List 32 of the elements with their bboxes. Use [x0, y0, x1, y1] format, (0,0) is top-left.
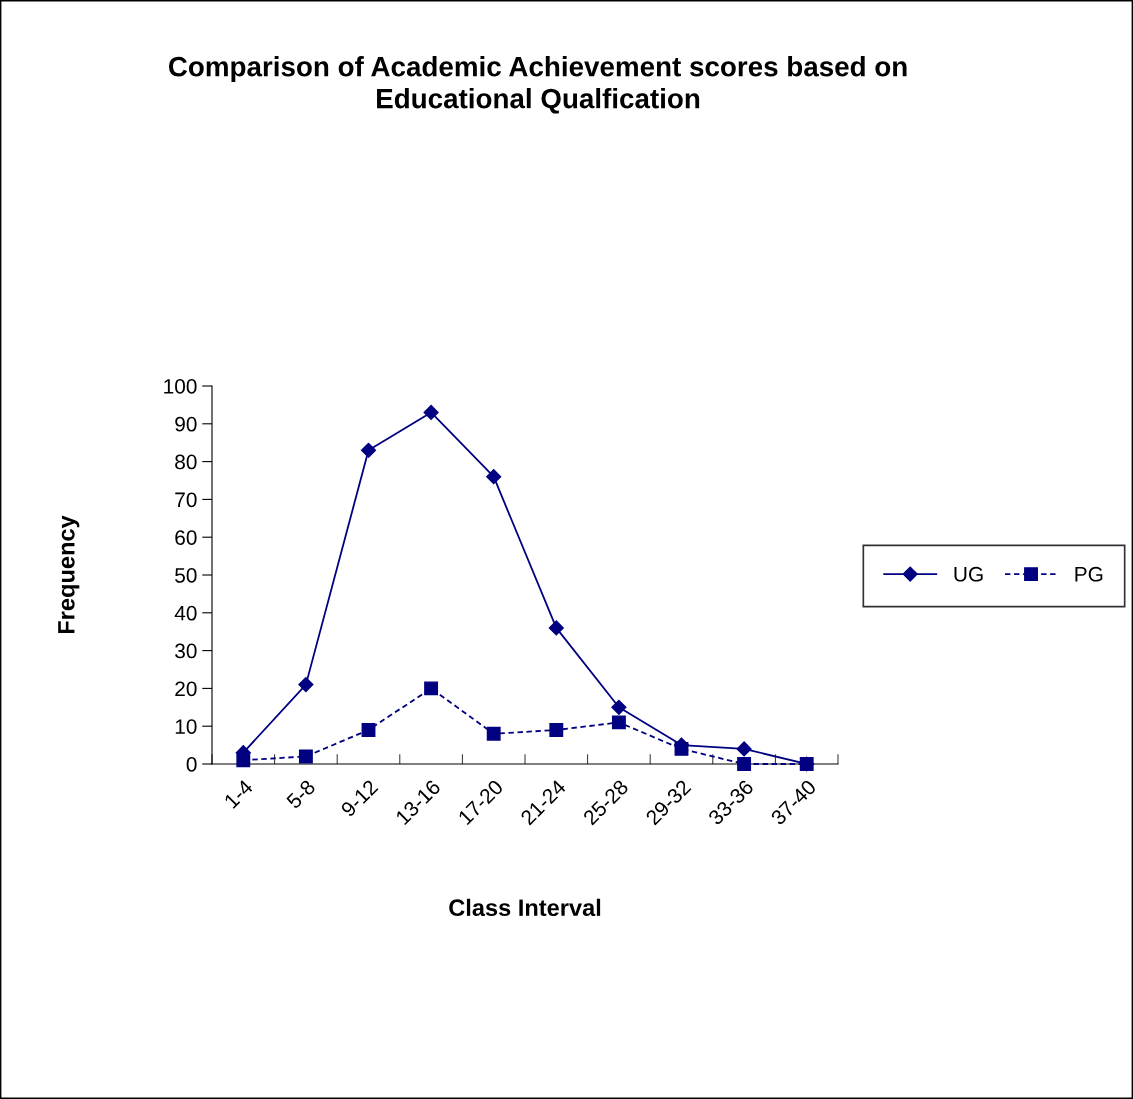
y-tick-label: 40	[174, 605, 197, 621]
y-tick-label: 30	[175, 643, 197, 659]
point	[298, 749, 313, 764]
point	[548, 620, 564, 636]
point	[423, 404, 439, 421]
point	[360, 442, 377, 458]
point	[737, 757, 752, 771]
point	[486, 469, 502, 485]
x-tick-label: 5-8	[285, 778, 317, 810]
y-tick-label: 20	[175, 681, 197, 697]
point	[486, 726, 501, 741]
y-tick-label: 10	[175, 719, 197, 734]
y-tick-label: 70	[175, 492, 197, 508]
point	[611, 715, 626, 730]
y-tick-label: 90	[175, 416, 197, 432]
y-tick-label: 100	[164, 379, 197, 394]
x-tick-label: 1-4	[223, 778, 254, 809]
y-tick-label: 50	[175, 568, 197, 583]
y-tick-label: 0	[186, 757, 197, 772]
point	[361, 723, 376, 737]
legend-label: PG	[1075, 566, 1103, 582]
point	[424, 681, 439, 696]
x-axis-title: Class Interval	[449, 898, 601, 917]
y-tick-label: 60	[175, 530, 197, 545]
y-axis-title: Frequency	[58, 515, 80, 634]
y-tick-label: 80	[175, 454, 197, 470]
point	[736, 741, 752, 757]
chart-title: Comparison of Academic Achievement scores based on Educational Qualfication	[168, 56, 907, 114]
point	[549, 723, 564, 737]
point	[298, 677, 314, 693]
point	[611, 699, 627, 715]
legend-label: UG	[954, 566, 983, 582]
